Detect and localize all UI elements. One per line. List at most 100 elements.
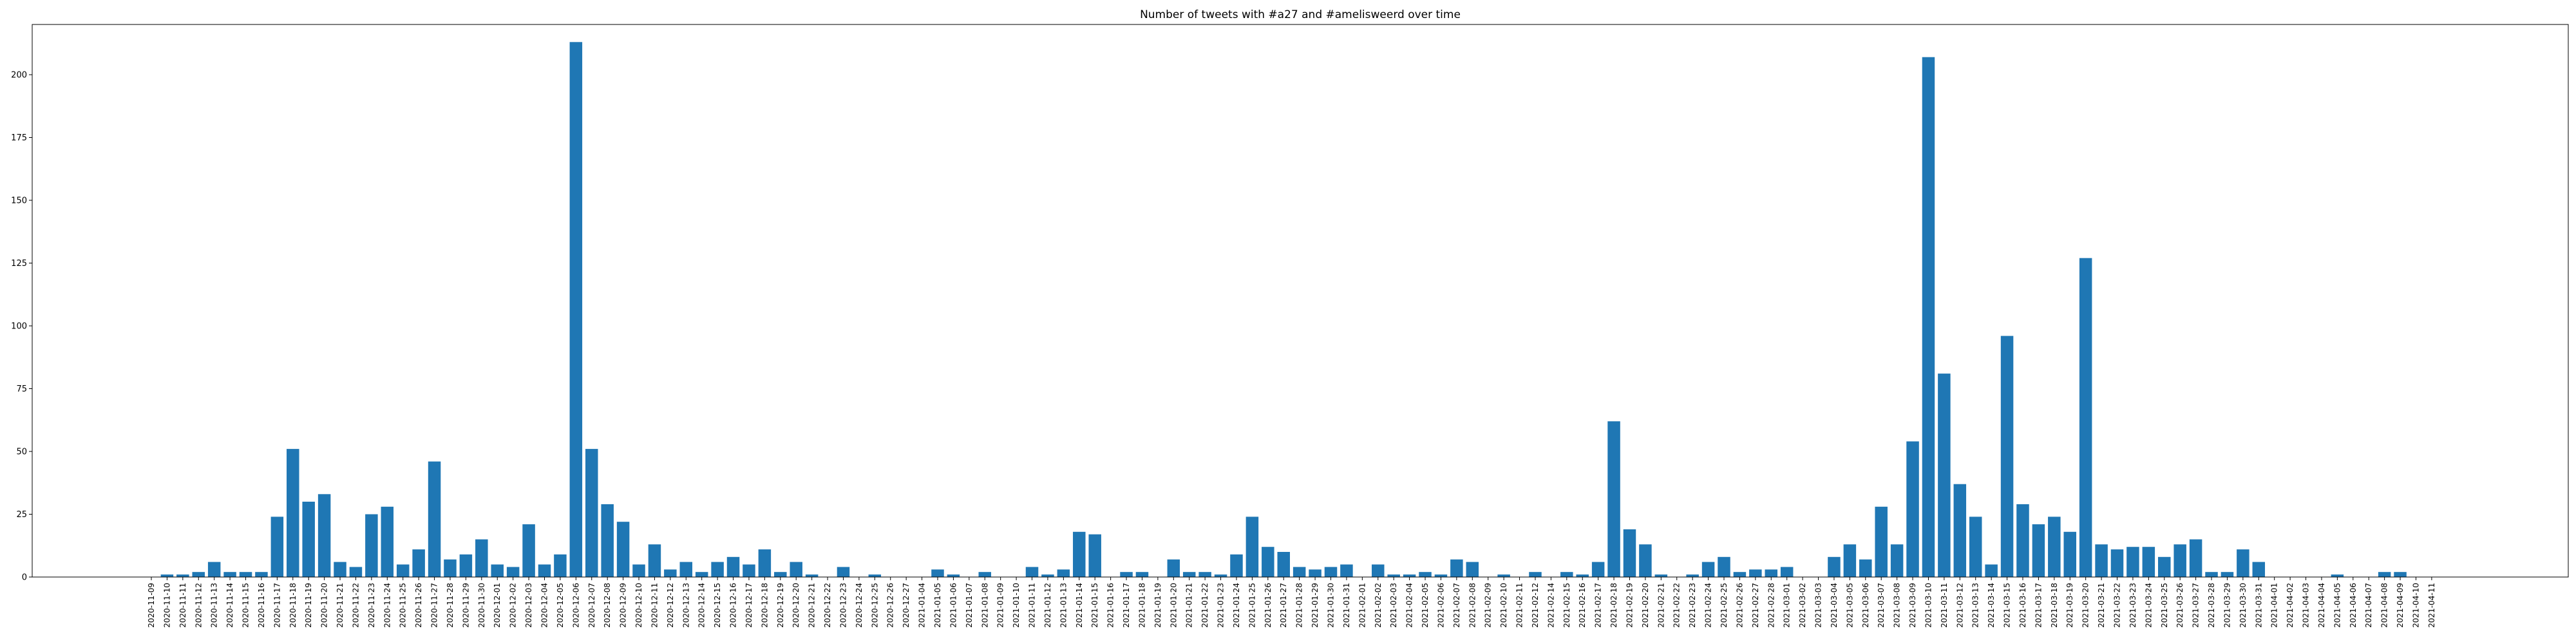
bar-2021-02-23 — [1686, 574, 1699, 577]
bar-2021-02-26 — [1733, 572, 1747, 577]
bar-2021-02-27 — [1749, 569, 1762, 577]
x-tick-label: 2021-03-01 — [1783, 583, 1792, 628]
bar-2021-02-06 — [1434, 574, 1448, 577]
bar-2021-01-21 — [1182, 572, 1196, 577]
x-tick-label: 2021-02-22 — [1672, 583, 1681, 628]
y-tick-label: 25 — [16, 510, 27, 520]
x-tick-label: 2020-12-05 — [556, 583, 565, 628]
x-tick-label: 2021-03-06 — [1861, 583, 1870, 628]
bar-2020-11-26 — [412, 549, 425, 577]
x-tick-label: 2021-02-20 — [1641, 583, 1650, 628]
x-tick-label: 2021-02-27 — [1751, 583, 1760, 628]
x-tick-label: 2021-03-04 — [1830, 583, 1839, 628]
x-tick-label: 2021-02-14 — [1546, 583, 1555, 628]
x-tick-label: 2021-02-04 — [1405, 583, 1414, 628]
x-tick-label: 2020-12-12 — [666, 583, 675, 628]
x-tick-label: 2021-01-07 — [965, 583, 974, 628]
bar-2021-02-18 — [1607, 421, 1620, 577]
bar-2020-11-24 — [381, 506, 394, 577]
bar-2020-12-21 — [805, 574, 819, 577]
x-tick-label: 2020-12-01 — [493, 583, 502, 628]
x-tick-label: 2021-03-12 — [1955, 583, 1964, 628]
x-tick-label: 2021-01-11 — [1028, 583, 1037, 628]
bar-2021-03-17 — [2032, 524, 2045, 577]
bar-2021-03-13 — [1969, 516, 1982, 577]
bar-2020-12-23 — [837, 567, 850, 577]
x-tick-label: 2020-12-21 — [808, 583, 817, 628]
bar-2020-12-04 — [538, 564, 551, 577]
bar-2021-01-05 — [931, 569, 944, 577]
x-tick-label: 2021-02-09 — [1484, 583, 1493, 628]
bar-2021-03-21 — [2095, 544, 2108, 577]
y-tick-label: 175 — [11, 133, 27, 143]
x-tick-label: 2021-01-10 — [1012, 583, 1021, 628]
bar-2021-02-19 — [1623, 529, 1636, 577]
bar-2021-03-11 — [1938, 374, 1951, 577]
x-tick-label: 2021-01-30 — [1327, 583, 1336, 628]
x-tick-label: 2020-11-12 — [194, 583, 203, 628]
bar-2021-01-18 — [1135, 572, 1149, 577]
x-tick-label: 2020-11-26 — [414, 583, 423, 628]
x-tick-label: 2020-12-15 — [713, 583, 722, 628]
x-tick-label: 2020-11-25 — [399, 583, 408, 628]
x-tick-label: 2021-02-10 — [1499, 583, 1508, 628]
x-tick-label: 2020-12-18 — [760, 583, 769, 628]
bar-2020-11-10 — [160, 574, 174, 577]
bar-2021-01-13 — [1057, 569, 1070, 577]
x-tick-label: 2020-12-17 — [744, 583, 753, 628]
x-tick-label: 2021-02-21 — [1656, 583, 1665, 628]
x-tick-label: 2021-03-13 — [1971, 583, 1980, 628]
x-tick-label: 2021-01-04 — [918, 583, 927, 628]
y-tick-label: 75 — [16, 384, 27, 394]
x-tick-label: 2021-03-30 — [2239, 583, 2248, 628]
bar-2021-03-30 — [2237, 549, 2249, 577]
x-tick-label: 2021-03-09 — [1908, 583, 1917, 628]
bar-2020-11-13 — [207, 562, 221, 577]
x-tick-label: 2021-03-29 — [2222, 583, 2231, 628]
bar-2021-01-12 — [1041, 574, 1054, 577]
bar-2021-03-06 — [1859, 559, 1872, 577]
bar-2020-11-14 — [223, 572, 236, 577]
bar-2020-11-17 — [270, 516, 284, 577]
x-tick-label: 2020-11-23 — [367, 583, 376, 628]
bar-2020-11-29 — [459, 554, 473, 577]
x-tick-label: 2021-03-31 — [2254, 583, 2263, 628]
x-tick-label: 2021-02-11 — [1515, 583, 1524, 628]
bar-2021-01-25 — [1245, 516, 1259, 577]
x-tick-label: 2021-02-07 — [1452, 583, 1461, 628]
bar-2021-03-20 — [2079, 258, 2092, 577]
bar-2021-01-31 — [1340, 564, 1353, 577]
bar-2021-03-09 — [1906, 441, 1919, 577]
x-tick-label: 2020-12-13 — [681, 583, 690, 628]
bar-2020-12-10 — [632, 564, 645, 577]
x-tick-label: 2021-01-31 — [1342, 583, 1351, 628]
bar-2021-02-10 — [1497, 574, 1510, 577]
bar-2021-04-08 — [2378, 572, 2391, 577]
x-tick-label: 2021-02-03 — [1389, 583, 1398, 628]
bar-2021-04-09 — [2394, 572, 2407, 577]
x-tick-label: 2020-12-04 — [540, 583, 549, 628]
x-tick-label: 2020-12-09 — [619, 583, 628, 628]
bar-2021-03-29 — [2221, 572, 2234, 577]
x-tick-label: 2020-12-24 — [855, 583, 864, 628]
x-tick-label: 2020-12-02 — [509, 583, 518, 628]
x-tick-label: 2020-11-20 — [320, 583, 329, 628]
x-tick-label: 2021-02-28 — [1766, 583, 1776, 628]
bar-2020-11-11 — [176, 574, 189, 577]
x-tick-label: 2020-12-16 — [729, 583, 738, 628]
x-tick-label: 2021-04-05 — [2333, 583, 2342, 628]
x-tick-label: 2020-11-24 — [383, 583, 392, 628]
bar-2020-12-12 — [664, 569, 677, 577]
bar-2021-01-26 — [1262, 547, 1274, 577]
x-tick-label: 2021-04-09 — [2396, 583, 2405, 628]
x-tick-label: 2021-01-08 — [980, 583, 989, 628]
x-tick-label: 2021-01-15 — [1090, 583, 1099, 628]
bar-2020-12-25 — [868, 574, 882, 577]
x-tick-label: 2021-02-25 — [1719, 583, 1728, 628]
bar-2021-01-28 — [1293, 567, 1306, 577]
bar-2021-01-06 — [947, 574, 960, 577]
x-tick-label: 2021-03-19 — [2065, 583, 2074, 628]
x-tick-label: 2021-02-01 — [1358, 583, 1367, 628]
bar-2021-02-08 — [1466, 562, 1479, 577]
